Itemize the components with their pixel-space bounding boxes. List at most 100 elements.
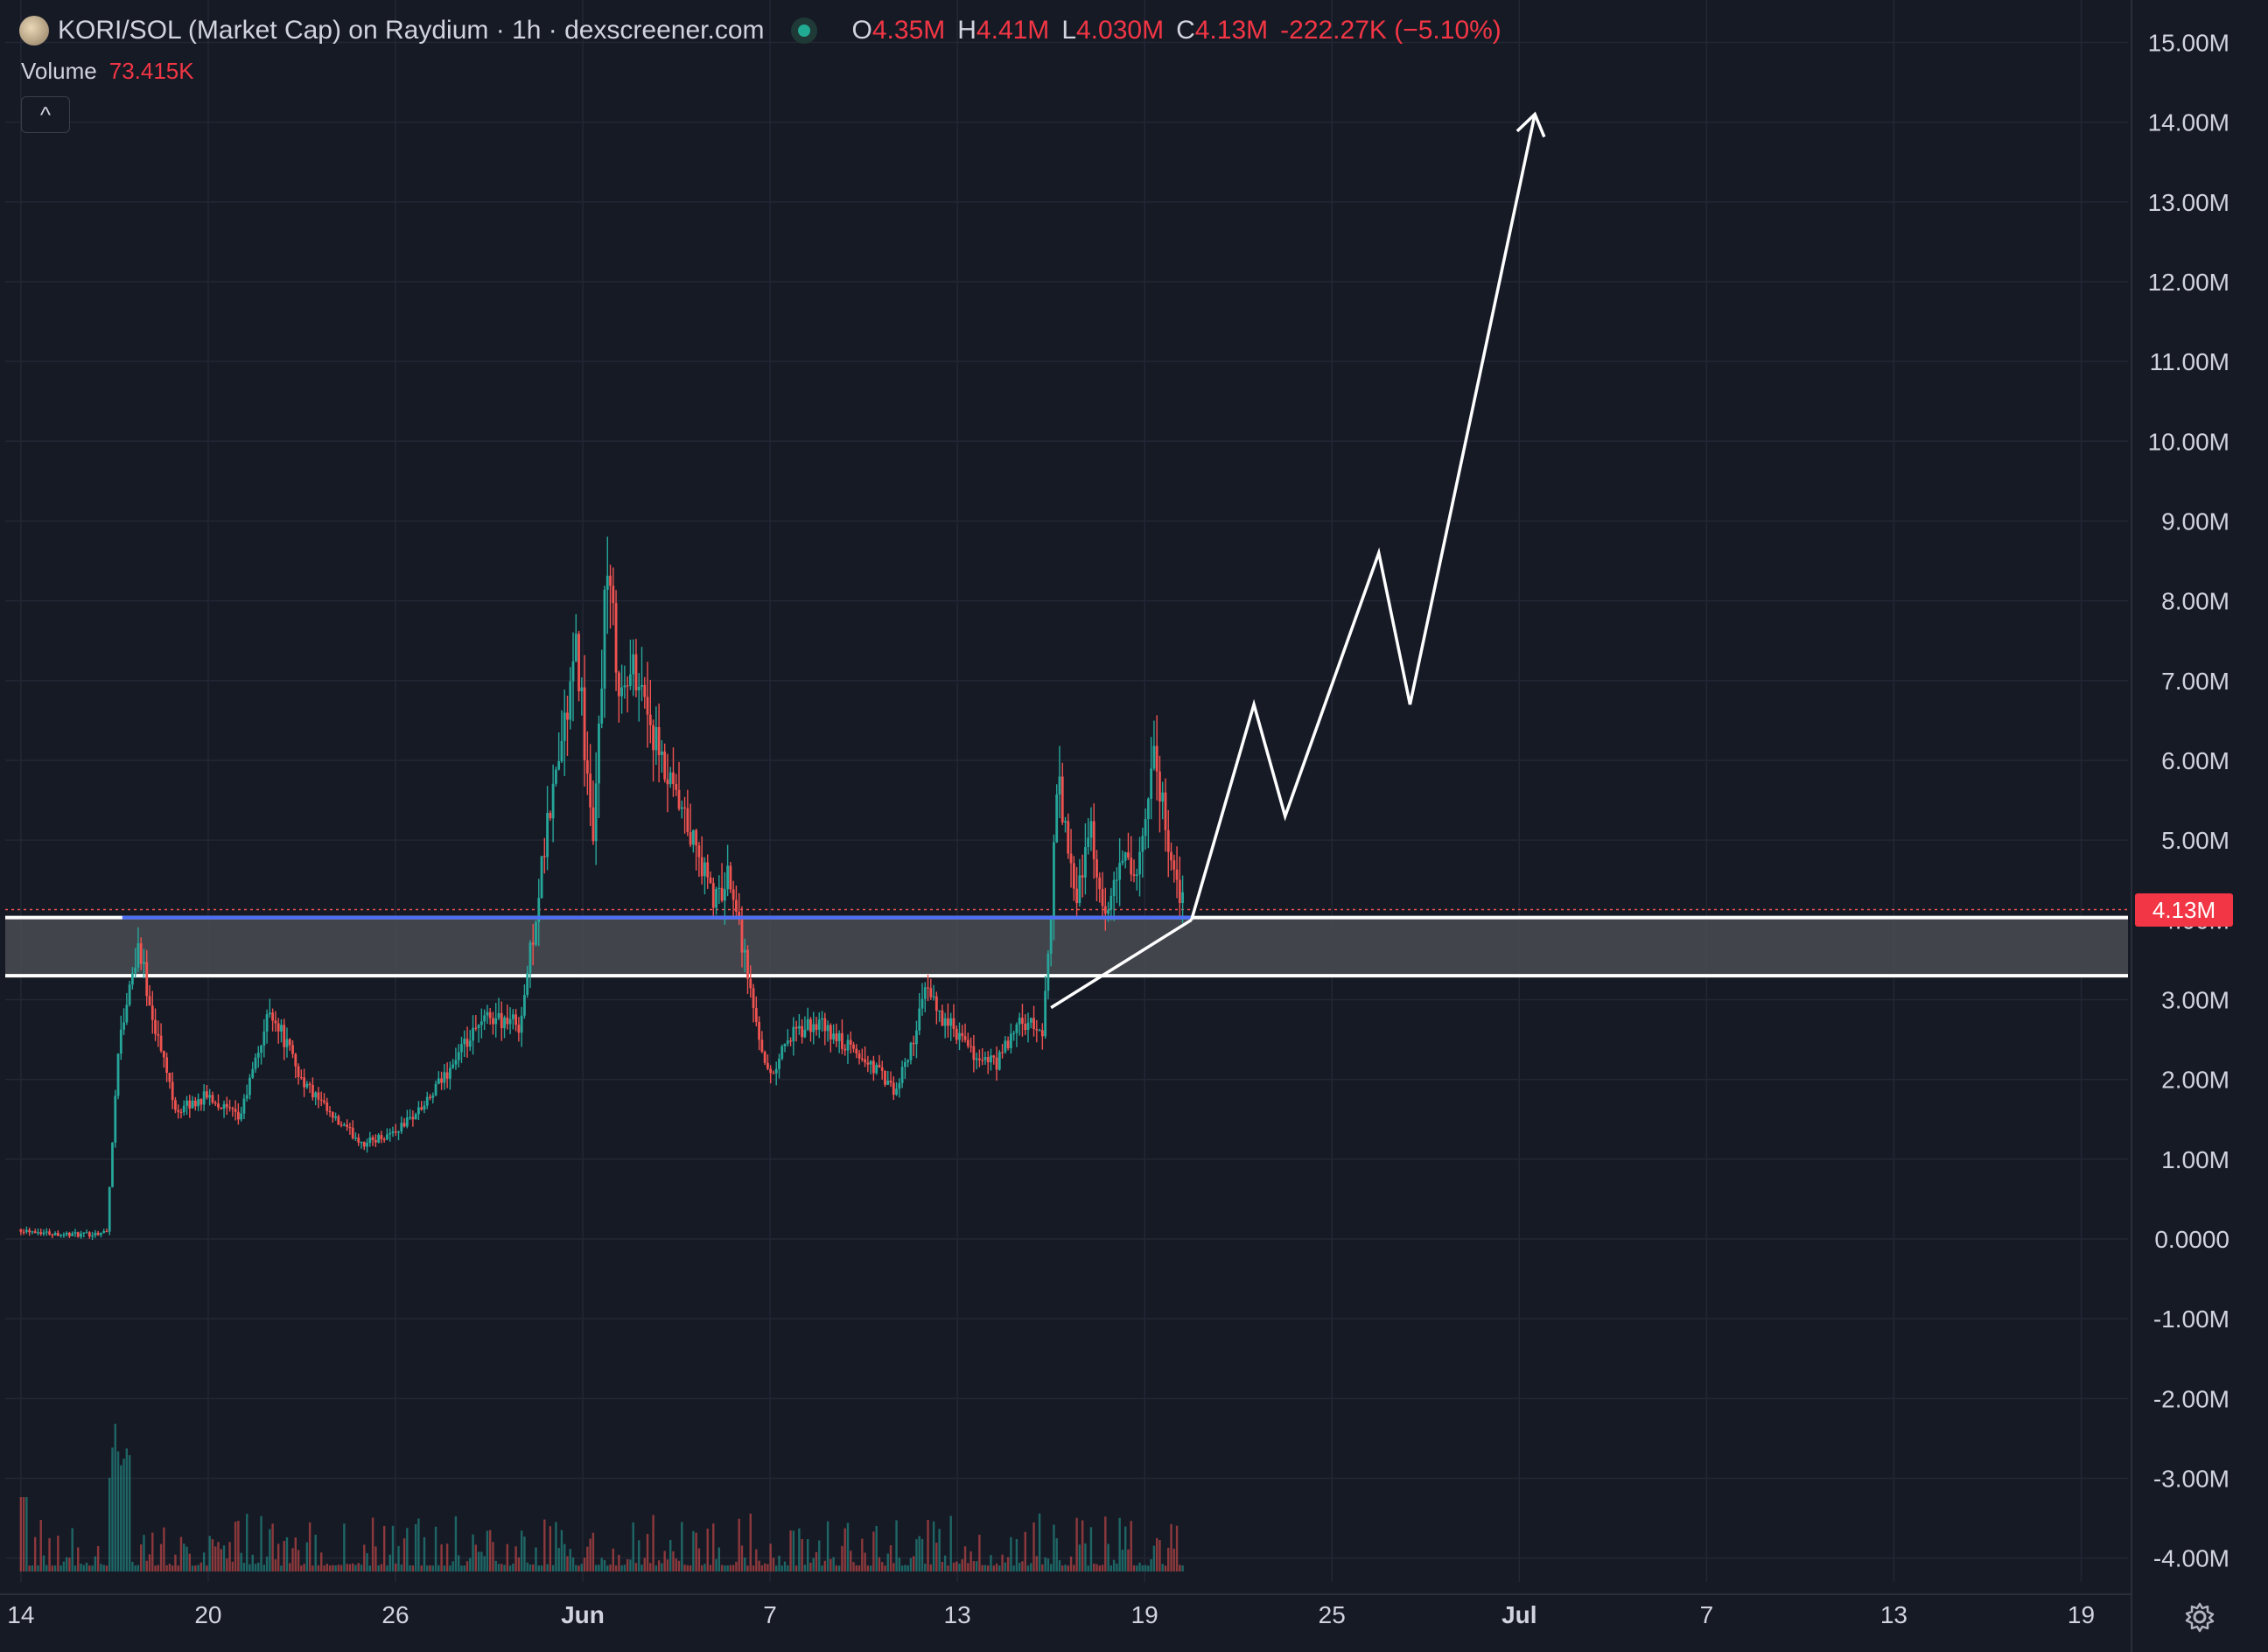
candle-body — [409, 1116, 412, 1118]
candle-body — [844, 1048, 847, 1051]
candle-body — [454, 1060, 458, 1065]
candle-body — [53, 1233, 57, 1236]
volume-bar — [900, 1565, 904, 1572]
volume-bar — [1110, 1565, 1113, 1572]
candle-body — [48, 1231, 51, 1235]
volume-bar — [276, 1544, 280, 1572]
volume-bar — [560, 1530, 564, 1572]
candle-body — [33, 1231, 37, 1234]
candle-body — [37, 1232, 39, 1234]
candle-body — [494, 1018, 498, 1025]
candle-body — [214, 1102, 217, 1104]
candle-body — [992, 1055, 996, 1058]
volume-bar — [760, 1564, 764, 1572]
volume-bar — [60, 1565, 62, 1572]
volume-bar — [643, 1558, 646, 1572]
candle-body — [342, 1124, 346, 1126]
candle-body — [927, 987, 929, 989]
candle-body — [411, 1116, 415, 1120]
volume-bar — [326, 1564, 328, 1572]
settings-gear-icon[interactable] — [2182, 1600, 2217, 1634]
volume-bar — [1116, 1563, 1118, 1572]
candle-body — [704, 862, 706, 877]
price-tick-label: 2.00M — [2161, 1067, 2230, 1094]
candle-body — [617, 672, 620, 696]
volume-bar — [31, 1565, 34, 1572]
candle-body — [535, 921, 537, 945]
collapse-legend-button[interactable]: ^ — [21, 96, 70, 133]
volume-bar — [998, 1565, 1001, 1572]
volume-bar — [354, 1564, 357, 1572]
volume-bar — [114, 1424, 116, 1572]
volume-bar — [594, 1564, 598, 1572]
volume-bar — [801, 1538, 803, 1572]
volume-bar — [652, 1515, 654, 1572]
candle-body — [660, 751, 663, 755]
volume-bar — [755, 1549, 758, 1572]
volume-bar — [1035, 1556, 1039, 1572]
volume-bar — [222, 1545, 226, 1572]
candle-body — [56, 1233, 60, 1236]
volume-bar — [1098, 1565, 1101, 1572]
volume-bar — [391, 1525, 395, 1572]
candle-body — [1098, 877, 1102, 890]
candle-body — [732, 889, 735, 900]
volume-bar — [429, 1564, 431, 1572]
volume-bar — [543, 1519, 546, 1572]
candle-body — [1144, 819, 1147, 836]
candle-body — [700, 857, 704, 877]
candle-body — [783, 1043, 787, 1046]
volume-bar — [1055, 1537, 1058, 1572]
candle-body — [609, 575, 612, 586]
volume-bar — [512, 1564, 514, 1572]
volume-bar — [970, 1550, 972, 1572]
candle-body — [242, 1098, 246, 1114]
candle-body — [100, 1233, 102, 1236]
volume-bar — [128, 1455, 131, 1572]
candle-body — [528, 942, 532, 974]
candle-body — [193, 1100, 197, 1107]
volume-bar — [466, 1561, 469, 1572]
volume-bar — [866, 1565, 870, 1572]
volume-bar — [159, 1544, 163, 1572]
volume-bar — [1127, 1549, 1130, 1572]
open-label: O — [851, 16, 872, 45]
volume-bar — [33, 1536, 37, 1572]
candle-body — [634, 654, 638, 690]
volume-bar — [469, 1558, 472, 1572]
volume-bar — [1087, 1565, 1089, 1572]
volume-bar — [108, 1477, 111, 1572]
candle-body — [878, 1065, 881, 1068]
support-zone — [5, 917, 2128, 976]
high-value: 4.41M — [976, 16, 1050, 45]
volume-bar — [280, 1565, 283, 1572]
time-tick-label: 13 — [944, 1601, 971, 1628]
candle-body — [640, 684, 643, 687]
volume-bar — [351, 1563, 354, 1572]
volume-bar — [346, 1564, 348, 1572]
volume-bar — [291, 1548, 294, 1572]
candle-body — [65, 1232, 68, 1235]
candle-body — [1110, 895, 1113, 910]
time-tick-label: 25 — [1319, 1601, 1346, 1628]
volume-bar — [477, 1551, 480, 1572]
candle-body — [514, 1014, 518, 1026]
volume-bar — [815, 1551, 818, 1572]
candle-body — [283, 1025, 286, 1047]
volume-bar — [96, 1545, 100, 1572]
candle-body — [806, 1018, 809, 1030]
candle-body — [334, 1116, 337, 1118]
time-tick-label: 19 — [1131, 1601, 1158, 1628]
candle-body — [291, 1045, 294, 1054]
candle-body — [440, 1078, 443, 1083]
volume-bar — [374, 1546, 377, 1572]
volume-bar — [1046, 1558, 1050, 1572]
volume-bar — [71, 1528, 74, 1572]
volume-bar — [102, 1564, 105, 1572]
candle-body — [420, 1107, 424, 1110]
volume-bar — [732, 1564, 735, 1572]
candle-body — [22, 1231, 25, 1233]
candle-body — [1103, 906, 1107, 914]
price-tick-label: 1.00M — [2161, 1146, 2230, 1173]
